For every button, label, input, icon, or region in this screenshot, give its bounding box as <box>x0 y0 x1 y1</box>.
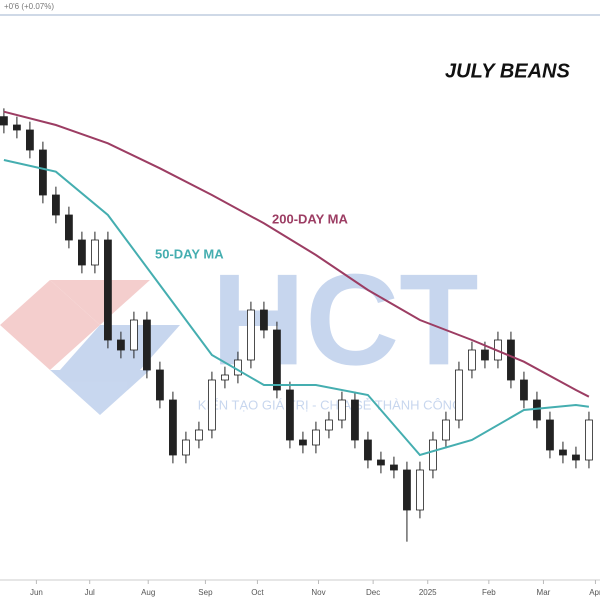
candle-body <box>65 214 73 241</box>
candle-body <box>39 149 47 196</box>
x-tick-label: Dec <box>366 588 380 597</box>
candle-body <box>208 379 216 431</box>
legend-label: 200-DAY MA <box>272 211 348 226</box>
chart-title: JULY BEANS <box>445 60 571 82</box>
candle-body <box>546 419 554 451</box>
legend-label: 50-DAY MA <box>155 246 224 261</box>
x-tick-label: Jul <box>85 588 95 597</box>
change-label: +0'6 (+0.07%) <box>4 2 54 11</box>
watermark-text: HCT <box>211 246 478 392</box>
watermark-shape <box>50 370 150 415</box>
candle-body <box>104 239 112 341</box>
watermark-shape <box>0 280 100 370</box>
moving-average-line <box>3 159 590 457</box>
x-tick-label: Apr <box>589 588 600 597</box>
candle-body <box>507 339 515 381</box>
candle-body <box>559 449 567 456</box>
watermark-tagline: KIẾN TẠO GIÁ TRỊ - CHIA SẺ THÀNH CÔNG <box>198 397 462 412</box>
candle-body <box>286 389 294 441</box>
candle-body <box>78 239 86 266</box>
candle-body <box>26 129 34 151</box>
candle-body <box>403 469 411 511</box>
candle-body <box>13 124 21 131</box>
candle-body <box>416 469 424 511</box>
candle-body <box>221 374 229 381</box>
x-tick-label: Oct <box>251 588 264 597</box>
candle-body <box>572 454 580 461</box>
candle-body <box>52 194 60 216</box>
candle-body <box>130 319 138 351</box>
moving-average-line <box>3 110 590 398</box>
candle-body <box>442 419 450 441</box>
candle-body <box>455 369 463 421</box>
candle-body <box>533 399 541 421</box>
x-tick-label: Jun <box>30 588 43 597</box>
candle-body <box>117 339 125 351</box>
candle-body <box>364 439 372 461</box>
candle-body <box>91 239 99 266</box>
candle-body <box>273 329 281 391</box>
candle-body <box>156 369 164 401</box>
x-tick-label: Mar <box>537 588 551 597</box>
candle-body <box>195 429 203 441</box>
candle-body <box>351 399 359 441</box>
candle-body <box>169 399 177 456</box>
candle-body <box>338 399 346 421</box>
candle-body <box>247 309 255 361</box>
watermark: HCT KIẾN TẠO GIÁ TRỊ - CHIA SẺ THÀNH CÔN… <box>0 246 479 415</box>
x-tick-label: Nov <box>311 588 325 597</box>
candle-body <box>520 379 528 401</box>
candle-body <box>260 309 268 331</box>
candle-body <box>377 459 385 466</box>
candle-body <box>325 419 333 431</box>
candle-body <box>299 439 307 446</box>
candle-body <box>468 349 476 371</box>
candle-body <box>182 439 190 456</box>
x-tick-label: 2025 <box>419 588 437 597</box>
x-tick-label: Aug <box>141 588 155 597</box>
x-tick-label: Sep <box>198 588 213 597</box>
x-tick-label: Feb <box>482 588 496 597</box>
watermark-shape <box>50 280 150 325</box>
candle-body <box>143 319 151 371</box>
candle-body <box>0 116 8 126</box>
candle-body <box>585 419 593 461</box>
candle-body <box>390 464 398 471</box>
candle-body <box>481 349 489 361</box>
candle-body <box>312 429 320 446</box>
candle-body <box>429 439 437 471</box>
